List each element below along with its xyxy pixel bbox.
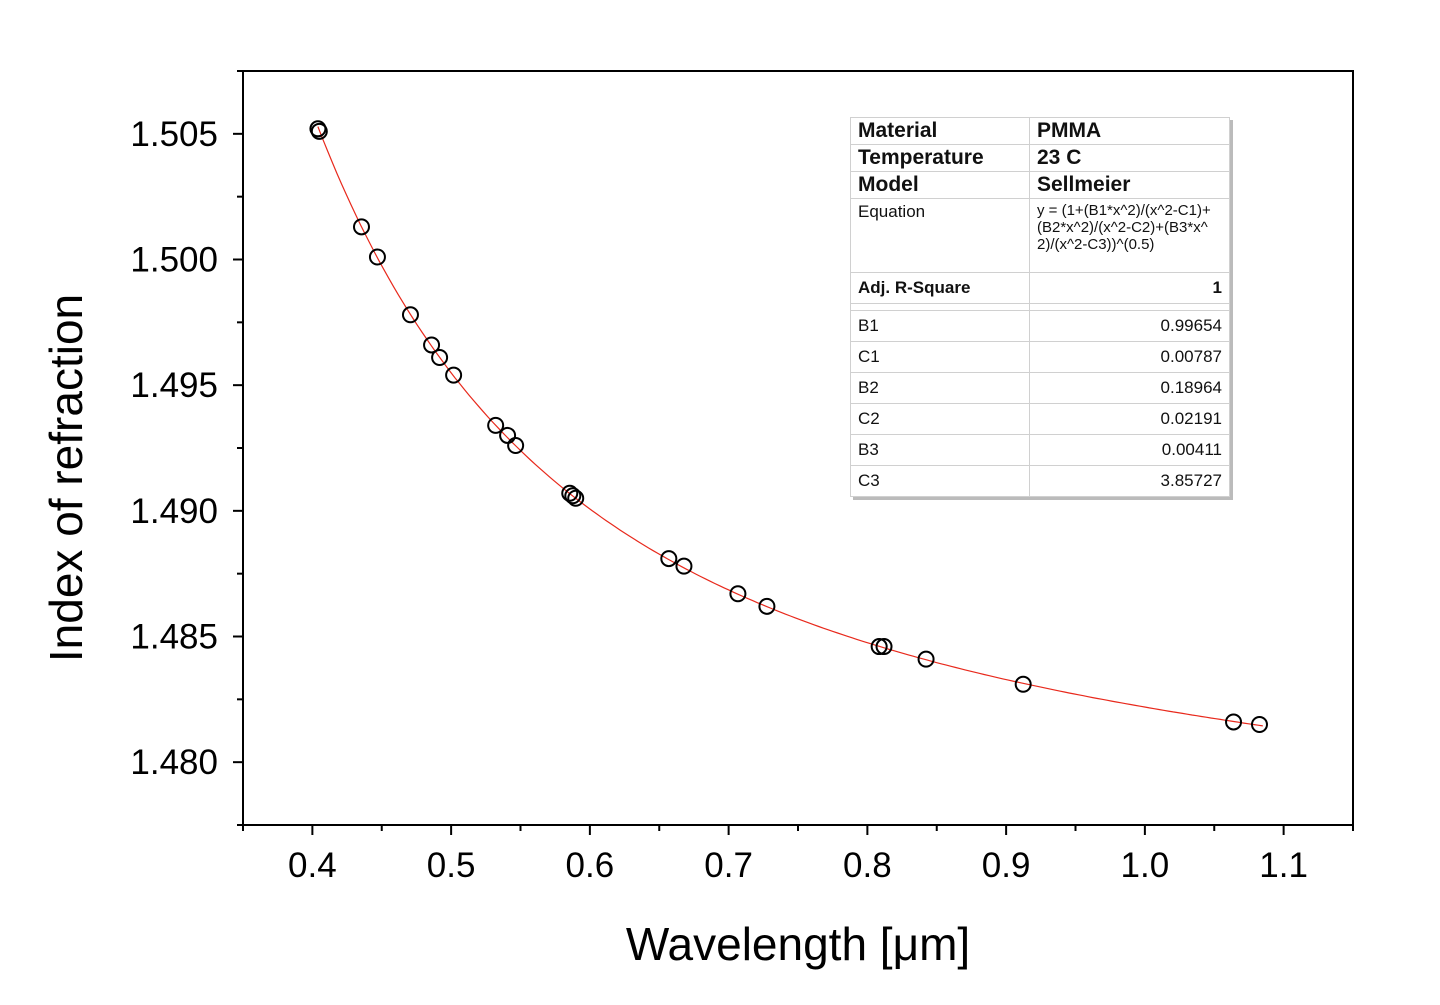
data-point bbox=[352, 218, 370, 236]
data-point bbox=[445, 366, 463, 384]
data-point bbox=[561, 484, 579, 502]
param-name: B1 bbox=[850, 310, 1030, 342]
data-point bbox=[1250, 715, 1268, 733]
param-name: C3 bbox=[850, 465, 1030, 497]
y-tick-label: 1.495 bbox=[130, 366, 218, 405]
y-tick-label: 1.480 bbox=[130, 743, 218, 782]
data-point bbox=[564, 487, 582, 505]
data-point bbox=[499, 426, 517, 444]
x-tick-label: 1.0 bbox=[1121, 846, 1170, 885]
model-label: Model bbox=[850, 171, 1030, 199]
y-tick-label: 1.485 bbox=[130, 618, 218, 657]
fit-curve bbox=[317, 126, 1263, 727]
param-name: B3 bbox=[850, 434, 1030, 466]
data-point bbox=[567, 489, 585, 507]
param-name: C1 bbox=[850, 341, 1030, 373]
param-value: 0.99654 bbox=[1029, 310, 1230, 342]
r2-label: Adj. R-Square bbox=[850, 272, 1030, 304]
param-value: 0.00411 bbox=[1029, 434, 1230, 466]
data-point bbox=[368, 248, 386, 266]
model-value: Sellmeier bbox=[1029, 171, 1230, 199]
material-label: Material bbox=[850, 117, 1030, 145]
data-point bbox=[487, 416, 505, 434]
data-point bbox=[310, 122, 328, 140]
data-point bbox=[875, 638, 893, 656]
param-name: B2 bbox=[850, 372, 1030, 404]
x-tick-label: 0.9 bbox=[982, 846, 1031, 885]
data-point bbox=[507, 436, 525, 454]
data-point bbox=[431, 349, 449, 367]
data-point bbox=[401, 306, 419, 324]
data-point bbox=[1225, 713, 1243, 731]
param-value: 3.85727 bbox=[1029, 465, 1230, 497]
y-tick-label: 1.505 bbox=[130, 115, 218, 154]
data-point bbox=[917, 650, 935, 668]
x-tick-label: 0.6 bbox=[566, 846, 615, 885]
param-value: 0.18964 bbox=[1029, 372, 1230, 404]
fit-parameters-table: Material PMMA Temperature 23 C Model Sellme… bbox=[850, 117, 1230, 497]
data-point bbox=[758, 597, 776, 615]
data-point bbox=[675, 557, 693, 575]
x-tick-label: 0.5 bbox=[427, 846, 476, 885]
temperature-label: Temperature bbox=[850, 144, 1030, 172]
material-value: PMMA bbox=[1029, 117, 1230, 145]
equation-value: y = (1+(B1*x^2)/(x^2-C1)+(B2*x^2)/(x^2-C… bbox=[1029, 198, 1230, 273]
x-axis-title: Wavelength [μm] bbox=[626, 918, 970, 970]
x-tick-label: 1.1 bbox=[1259, 846, 1308, 885]
data-point bbox=[1014, 675, 1032, 693]
data-point bbox=[423, 336, 441, 354]
y-tick-label: 1.490 bbox=[130, 492, 218, 531]
y-tick-label: 1.500 bbox=[130, 241, 218, 280]
param-value: 0.00787 bbox=[1029, 341, 1230, 373]
data-point bbox=[729, 585, 747, 603]
data-point bbox=[870, 638, 888, 656]
equation-label: Equation bbox=[850, 198, 1030, 273]
x-tick-label: 0.8 bbox=[843, 846, 892, 885]
y-axis-title: Index of refraction bbox=[40, 294, 92, 662]
data-point bbox=[660, 550, 678, 568]
param-value: 0.02191 bbox=[1029, 403, 1230, 435]
param-name: C2 bbox=[850, 403, 1030, 435]
x-tick-label: 0.4 bbox=[288, 846, 337, 885]
r2-value: 1 bbox=[1029, 272, 1230, 304]
temperature-value: 23 C bbox=[1029, 144, 1230, 172]
x-tick-label: 0.7 bbox=[704, 846, 753, 885]
